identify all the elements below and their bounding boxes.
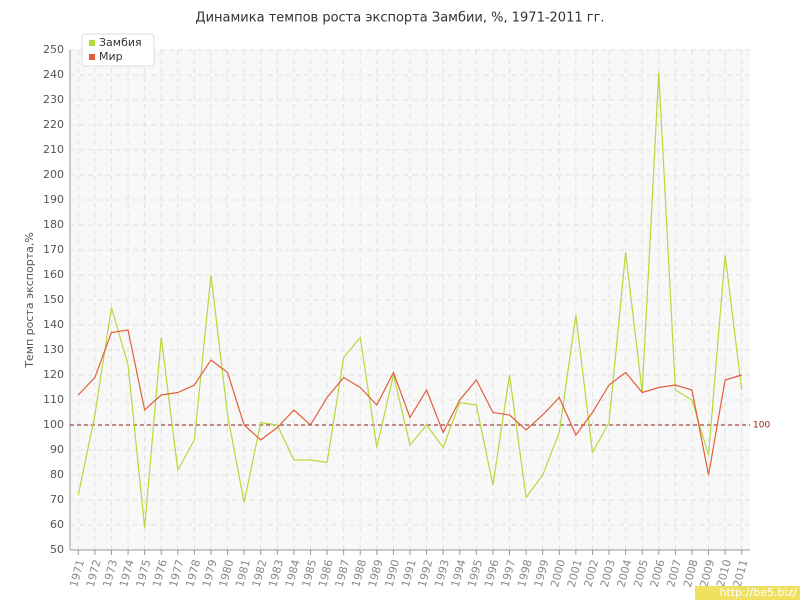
y-tick-label: 170 [43,243,64,256]
y-tick-label: 80 [50,468,64,481]
y-tick-label: 180 [43,218,64,231]
legend-label: Мир [99,50,123,63]
y-tick-label: 100 [43,418,64,431]
y-tick-label: 110 [43,393,64,406]
y-tick-label: 130 [43,343,64,356]
y-tick-label: 50 [50,543,64,556]
series-line [77,72,743,528]
watermark: http://be5.biz/ [720,586,798,599]
y-tick-label: 150 [43,293,64,306]
chart-title: Динамика темпов роста экспорта Замбии, %… [195,11,604,26]
y-tick-label: 120 [43,368,64,381]
y-axis-label: Темп роста экспорта,% [23,232,36,369]
legend-swatch [89,54,95,60]
reference-label: 100 [753,421,770,431]
y-tick-label: 190 [43,193,64,206]
legend-swatch [89,40,95,46]
legend-box [81,33,155,67]
y-tick-label: 220 [43,118,64,131]
series-line [77,329,742,476]
y-tick-label: 160 [43,268,64,281]
y-tick-label: 140 [43,318,64,331]
watermark-bg [695,586,800,600]
y-tick-label: 230 [43,93,64,106]
y-tick-label: 90 [50,443,64,456]
y-tick-label: 210 [43,143,64,156]
y-tick-label: 60 [50,518,64,531]
y-tick-label: 70 [50,493,64,506]
legend-label: Замбия [99,36,142,49]
y-tick-label: 200 [43,168,64,181]
y-tick-label: 240 [43,68,64,81]
y-tick-label: 250 [43,43,64,56]
